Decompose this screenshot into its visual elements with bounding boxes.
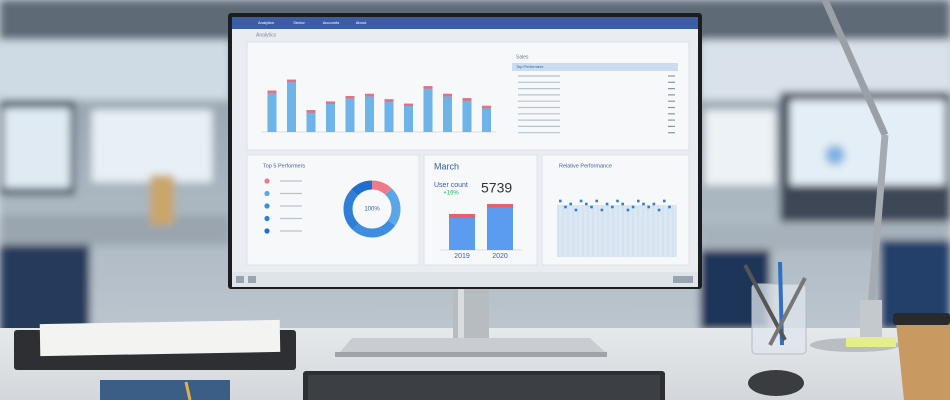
point [647,205,650,209]
monitor-stand [335,286,607,357]
point [590,205,593,209]
metric-value: 5739 [481,180,512,196]
point [668,205,671,209]
bar-cap [449,214,475,218]
bar-cap [345,96,355,99]
panel-title: March [434,161,459,171]
metric-label: User count [434,182,468,189]
panel-title: Top 5 Performers [263,163,305,169]
donut-segment [343,189,359,230]
panel [246,41,690,151]
bar-cap [267,90,277,94]
point [637,199,640,203]
bar [326,101,335,132]
taskbar-icon [673,276,693,283]
panel [423,154,538,266]
nav-bar [232,17,698,29]
page-title: Analytics [256,32,277,38]
point [600,208,604,212]
point [663,199,666,203]
mouse [748,370,804,396]
taskbar-icon [236,276,244,283]
bar [345,96,355,132]
point [611,205,614,209]
keyboard [303,371,665,400]
point [657,208,661,212]
nav-item[interactable]: Analytics [258,20,274,25]
nav-item[interactable]: About [356,20,367,25]
bar [365,93,374,132]
panel-title: Relative Performance [559,163,612,169]
bar-cap [384,99,394,102]
point [569,202,572,206]
donut-segment [385,188,401,226]
point [579,199,583,203]
legend-dot [264,228,270,234]
lamp [810,0,900,352]
bar-cap [462,98,472,101]
list-subtitle: Top Performers [516,64,543,69]
bar-cap [482,105,491,109]
point [564,205,567,209]
point [605,202,609,206]
paper [39,319,281,357]
point [595,199,598,203]
taskbar [232,272,698,287]
sales-list [518,75,675,134]
point [585,202,588,206]
bar-cap [443,93,452,97]
point [559,199,562,203]
bar-cap [423,86,433,89]
donut-segment [351,180,373,196]
point [621,202,624,206]
legend-dot [264,203,270,209]
bar [449,214,475,250]
coffee-cup [893,313,950,400]
notebook [100,380,230,400]
point [631,205,635,209]
legend-dot [264,190,270,197]
point [616,199,619,203]
bar [404,103,413,132]
bar-cap [326,101,335,104]
bar-cap [306,110,316,113]
bar-cap [287,79,296,83]
bar-cap [404,103,413,107]
donut-segment [371,180,392,195]
list-header [512,63,678,71]
bar-cap [487,204,513,208]
panel-title: Sales [516,54,529,60]
x-tick-label: 2020 [492,253,508,260]
bar [443,93,452,132]
point [642,202,645,206]
bar [482,105,491,132]
bar [462,98,472,132]
pencil [184,381,192,400]
panel [246,154,420,266]
donut-segment [352,220,396,238]
nav-item[interactable]: Sector [293,20,305,25]
legend-dot [264,178,270,184]
nav-item[interactable]: Accounts [323,20,339,25]
bar [423,86,433,132]
bar [384,99,394,132]
x-tick-label: 2019 [454,253,470,260]
point [626,208,630,212]
legend-dot [264,215,270,222]
area [557,205,677,257]
taskbar-icon [248,276,256,283]
bar [287,79,296,132]
pen-cup [743,261,807,355]
bar [487,204,513,250]
point [574,208,578,212]
bar-cap [365,93,374,97]
bar [306,110,316,132]
point [652,202,656,206]
bar [267,90,277,132]
donut-label: 100% [364,207,380,213]
metric-change: +16% [443,191,459,197]
